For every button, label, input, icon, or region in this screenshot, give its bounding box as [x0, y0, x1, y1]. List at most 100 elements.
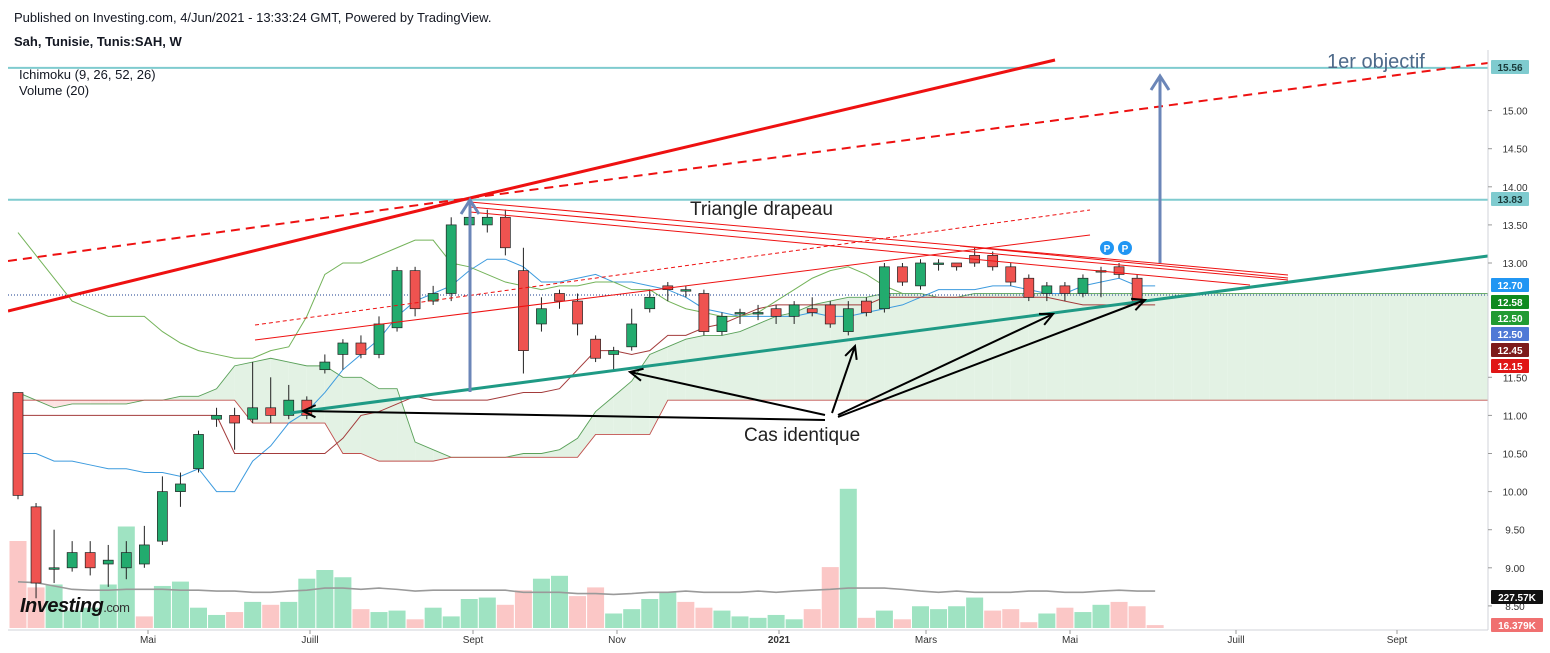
annotation-arrow-head [1130, 297, 1148, 311]
cloud-segment [577, 411, 596, 458]
volume-bar [821, 567, 839, 628]
cloud-segment [902, 293, 921, 401]
indicator-volume-label[interactable]: Volume (20) [19, 83, 90, 98]
price-label-box [1491, 60, 1529, 74]
volume-bar [424, 607, 442, 628]
green-support-line [289, 254, 1488, 415]
volume-bar [1056, 607, 1074, 628]
candle-body [879, 266, 890, 310]
volume-bar [641, 599, 659, 628]
volume-bar [153, 585, 171, 628]
y-tick-label: 11.50 [1503, 373, 1528, 384]
cloud-segment [342, 377, 361, 454]
candle-body [1059, 285, 1071, 294]
cloud-segment [1263, 293, 1282, 401]
candle-body [734, 312, 746, 315]
volume-bar [406, 619, 424, 628]
volume-bar [930, 609, 948, 628]
cloud-segment [1245, 293, 1264, 401]
cloud-segment [1353, 293, 1372, 401]
cloud-segment [108, 400, 127, 404]
cloud-segment [54, 400, 73, 408]
y-tick-label: 14.50 [1502, 145, 1527, 156]
cloud-segment [938, 297, 957, 401]
volume-bar [839, 488, 857, 628]
price-label-box [1491, 311, 1529, 325]
annotation-arrow-head [844, 343, 858, 361]
volume-bar [352, 609, 370, 628]
candle-body [590, 338, 601, 359]
y-tick-label: 15.00 [1502, 107, 1527, 118]
price-label: 12.70 [1497, 281, 1522, 292]
price-label-box [1491, 327, 1529, 341]
cloud-segment [523, 453, 542, 458]
candle-body [608, 350, 620, 355]
cloud-segment [1371, 293, 1390, 401]
cloud-segment [559, 438, 578, 458]
price-label-box [1491, 278, 1529, 292]
candle-body [680, 289, 692, 292]
price-label-box [1491, 192, 1529, 206]
volume-bar [99, 584, 117, 628]
triangle-upper-line-2 [469, 206, 1289, 281]
volume-bar [569, 596, 587, 628]
cloud-segment [1335, 293, 1354, 401]
cloud-segment [379, 388, 398, 462]
p-marker [1118, 241, 1132, 255]
annotation-arrow [831, 345, 856, 414]
candle-body [842, 308, 854, 332]
volume-bar [551, 575, 568, 628]
volume-bar [1038, 613, 1056, 628]
candle-body [806, 308, 818, 313]
cloud-segment [685, 335, 704, 401]
candle-body [48, 567, 60, 570]
cloud-segment [1299, 293, 1318, 401]
candle-body [283, 399, 295, 416]
kijun-line [18, 296, 1156, 454]
cloud-segment [1082, 293, 1101, 401]
candle-body [337, 342, 349, 355]
cloud-segment [72, 400, 91, 404]
volume-bar [45, 584, 63, 628]
volume-bar [280, 601, 298, 628]
cloud-segment [956, 293, 975, 401]
cloud-segment [433, 449, 452, 462]
channel-line [254, 234, 1091, 341]
cloud-segment [866, 293, 885, 401]
volume-bar [1020, 622, 1038, 628]
volume-bar [190, 607, 207, 628]
volume-bar [948, 606, 966, 628]
cloud-segment [1534, 293, 1550, 400]
cloud-segment [794, 304, 813, 401]
volume-bar [208, 614, 226, 628]
candle-body [824, 304, 836, 325]
volume-bar [605, 613, 623, 628]
cloud-segment [1443, 293, 1462, 401]
volume-bar [695, 607, 713, 628]
volume-bar [226, 612, 244, 628]
indicator-ichimoku-label[interactable]: Ichimoku (9, 26, 52, 26) [19, 67, 156, 82]
volume-bar [1110, 601, 1128, 628]
candle-body [102, 559, 114, 565]
candle-body [481, 216, 493, 226]
candle-body [12, 392, 24, 496]
senkou-span-a-line [17, 293, 1488, 458]
volume-bar [81, 607, 99, 628]
volume-bar [659, 591, 677, 628]
candle-body [1005, 266, 1017, 283]
x-tick-label: Mars [915, 635, 937, 646]
y-tick-label: 9.50 [1505, 526, 1525, 537]
volume-bar [388, 610, 406, 628]
cloud-segment [1101, 293, 1120, 401]
candle-body [229, 415, 240, 424]
price-label: 13.83 [1497, 195, 1522, 206]
red-trend-line [8, 196, 471, 313]
volume-bar [893, 619, 911, 628]
volume-bar [244, 601, 262, 628]
y-tick-label: 13.50 [1502, 221, 1527, 232]
candle-body [211, 415, 222, 420]
symbol-title: Sah, Tunisie, Tunis:SAH, W [14, 34, 182, 49]
annotation-arrow [837, 313, 1054, 416]
y-tick-label: 10.00 [1502, 488, 1527, 499]
